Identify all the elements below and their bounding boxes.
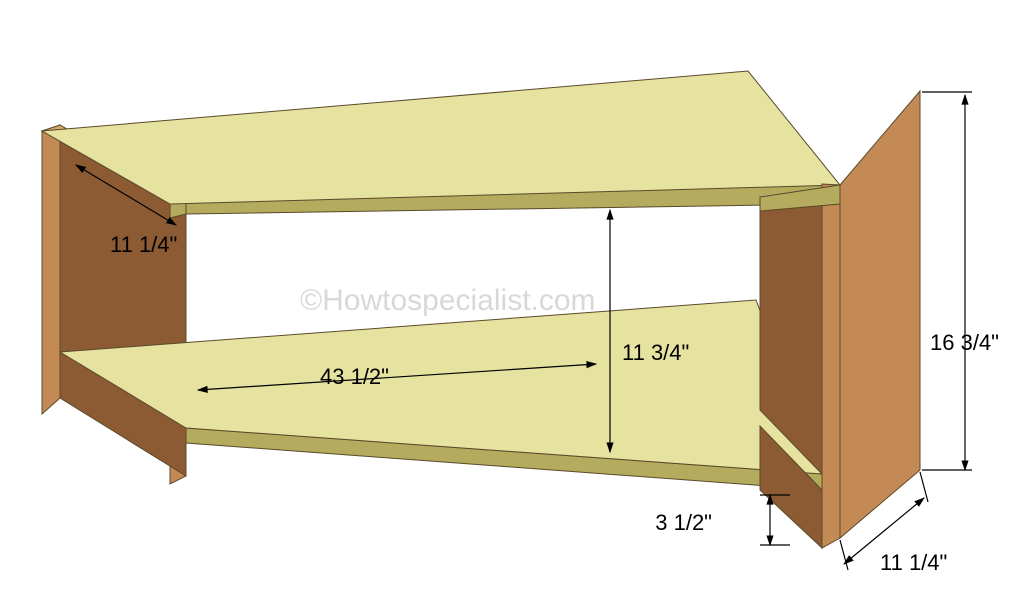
bench-diagram: ©Howtospecialist.com 11 1/4" (0, 0, 1024, 605)
right-side-front (822, 184, 840, 548)
dim-opening-height-label: 11 3/4" (622, 340, 689, 365)
dim-bottom-clear-label: 3 1/2" (655, 510, 712, 535)
dim-overall-height-label: 16 3/4" (930, 330, 999, 355)
top-shelf-top (42, 71, 840, 204)
watermark-text: ©Howtospecialist.com (300, 284, 596, 317)
dim-side-depth-label: 11 1/4" (880, 550, 947, 575)
dim-depth-rear-label: 11 1/4" (110, 232, 177, 257)
left-side-outer (42, 125, 60, 414)
dim-overall-height: 16 3/4" (922, 92, 999, 470)
dim-shelf-length-label: 43 1/2" (320, 364, 389, 389)
dim-bottom-clear: 3 1/2" (655, 495, 790, 545)
